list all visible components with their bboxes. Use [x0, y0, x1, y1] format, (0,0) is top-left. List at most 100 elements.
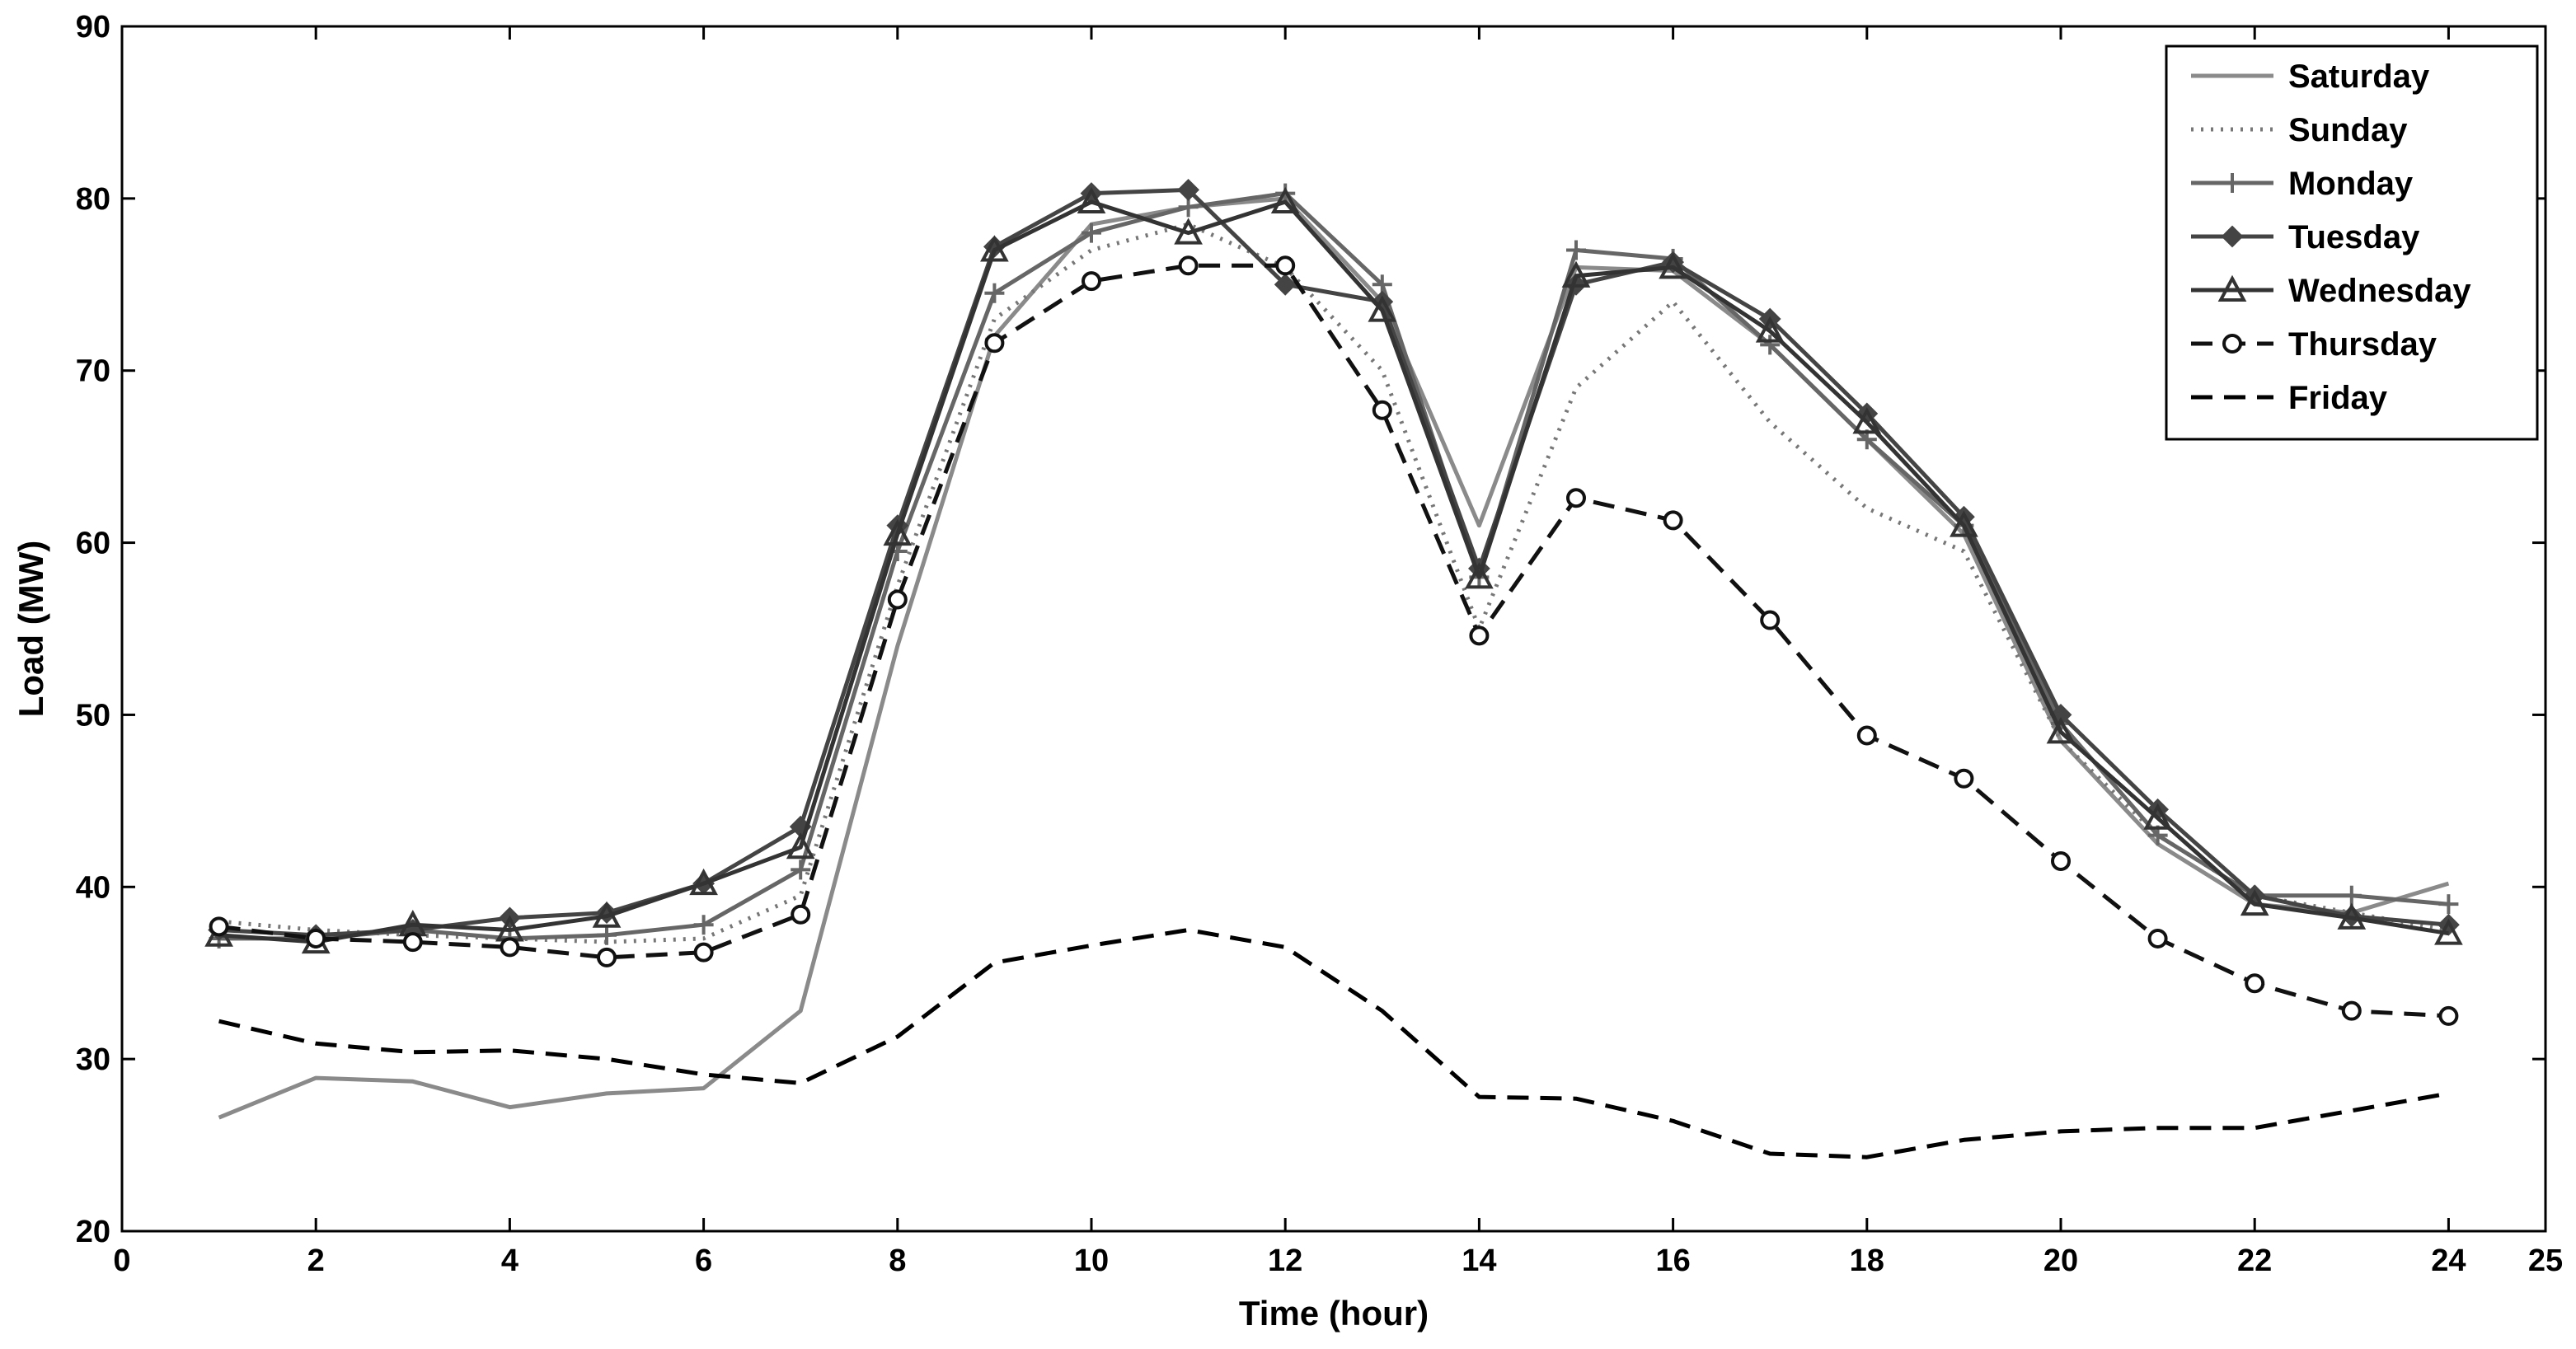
data-point: [1469, 625, 1490, 646]
data-point: [1465, 562, 1494, 589]
x-tick-label: 24: [2431, 1244, 2466, 1278]
legend-marker: [2222, 334, 2242, 354]
legend-marker: [2221, 225, 2244, 248]
legend-entry-monday: Monday: [2191, 166, 2414, 202]
data-point: [2147, 928, 2168, 949]
data-point: [500, 937, 520, 958]
series-line-monday: [218, 191, 2449, 941]
legend-marker: [2217, 274, 2247, 302]
data-point: [791, 860, 811, 880]
legend-box: [2165, 44, 2539, 441]
legend-entry-sunday: Sunday: [2191, 112, 2408, 148]
data-point: [1566, 240, 1586, 260]
data-point: [2337, 902, 2367, 930]
data-point: [791, 904, 811, 925]
y-tick-label: 70: [76, 354, 110, 389]
x-tick-label: 4: [501, 1244, 518, 1278]
legend-entry-wednesday: Wednesday: [2191, 273, 2471, 309]
data-point: [1270, 186, 1300, 214]
data-point: [1852, 407, 1882, 434]
data-point: [887, 589, 908, 610]
x-tick-label: 10: [1074, 1244, 1109, 1278]
legend: Saturday Sunday Monday Tuesday Wednesday Thur…: [2165, 44, 2539, 441]
data-point: [1954, 768, 1974, 789]
data-point: [2341, 1000, 2362, 1021]
data-point: [1177, 179, 1200, 201]
x-tick-label: 20: [2043, 1244, 2078, 1278]
data-point: [1760, 335, 1781, 355]
plot-area: [122, 26, 2546, 1231]
series-line-friday: [218, 928, 2449, 1159]
data-point: [2438, 894, 2459, 915]
x-tick-label: 6: [695, 1244, 712, 1278]
data-point: [1174, 218, 1203, 245]
data-point: [1561, 260, 1591, 288]
y-tick-label: 20: [76, 1215, 110, 1249]
legend-label: Tuesday: [2288, 219, 2420, 255]
x-tick-label: 18: [1850, 1244, 1884, 1278]
data-point: [2438, 1005, 2459, 1026]
y-tick-label: 80: [76, 182, 110, 217]
y-tick-label: 50: [76, 698, 110, 733]
legend-label: Thursday: [2288, 326, 2438, 363]
legend-label: Sunday: [2288, 112, 2408, 148]
data-point: [1077, 186, 1106, 214]
data-point: [1659, 252, 1687, 279]
x-tick-label: 2: [307, 1244, 325, 1278]
x-tick-label: 0: [113, 1244, 130, 1278]
data-point: [1663, 510, 1683, 531]
data-point: [597, 925, 617, 945]
data-point: [2245, 973, 2265, 994]
data-point: [597, 947, 617, 967]
data-point: [306, 928, 326, 949]
axes: 0 2 4 6 8 10 12 14 16 18 20 22 24 252030405060708090T…: [12, 10, 2563, 1333]
legend-entry-friday: Friday: [2191, 380, 2388, 416]
data-point: [1760, 610, 1781, 630]
x-tick-label: 12: [1268, 1244, 1302, 1278]
legend-entry-thursday: Thursday: [2191, 326, 2438, 363]
data-point: [592, 901, 622, 928]
data-point: [689, 868, 718, 896]
y-axis-title: Load (MW): [12, 541, 50, 718]
series-lines: [204, 179, 2463, 1159]
axes-box: [120, 25, 2547, 1233]
data-point: [2240, 888, 2269, 916]
series-sunday: [218, 222, 2449, 944]
x-tick-label: 14: [1462, 1244, 1496, 1278]
x-tick-label: 16: [1655, 1244, 1690, 1278]
x-tick-label: 8: [889, 1244, 906, 1278]
data-point: [1856, 725, 1877, 746]
data-point: [1950, 510, 1978, 537]
series-friday: [218, 928, 2449, 1159]
x-tick-label: 25: [2528, 1244, 2563, 1278]
plot-background: [122, 26, 2546, 1231]
data-point: [1178, 255, 1199, 276]
data-point: [1082, 222, 1101, 243]
series-line-thursday: [218, 263, 2449, 1019]
data-point: [1274, 273, 1297, 296]
series-line-wednesday: [218, 199, 2449, 944]
data-point: [1082, 271, 1101, 292]
data-point: [2046, 717, 2076, 744]
y-tick-label: 40: [76, 870, 110, 905]
data-point: [883, 518, 913, 546]
data-point: [693, 915, 714, 935]
data-point: [2143, 803, 2172, 830]
series-line-tuesday: [218, 187, 2449, 938]
data-point: [2051, 850, 2071, 871]
legend-label: Monday: [2288, 166, 2414, 202]
data-point: [402, 932, 423, 953]
data-point: [209, 916, 229, 937]
legend-label: Friday: [2288, 380, 2388, 416]
data-point: [1566, 488, 1586, 508]
series-line-sunday: [218, 222, 2449, 944]
x-axis-title: Time (hour): [1239, 1294, 1429, 1333]
data-point: [1372, 400, 1392, 420]
data-point: [2341, 885, 2362, 906]
data-point: [1275, 255, 1296, 276]
data-point: [984, 333, 1005, 354]
legend-label: Wednesday: [2288, 273, 2471, 309]
data-point: [984, 283, 1005, 303]
y-tick-label: 60: [76, 527, 110, 561]
